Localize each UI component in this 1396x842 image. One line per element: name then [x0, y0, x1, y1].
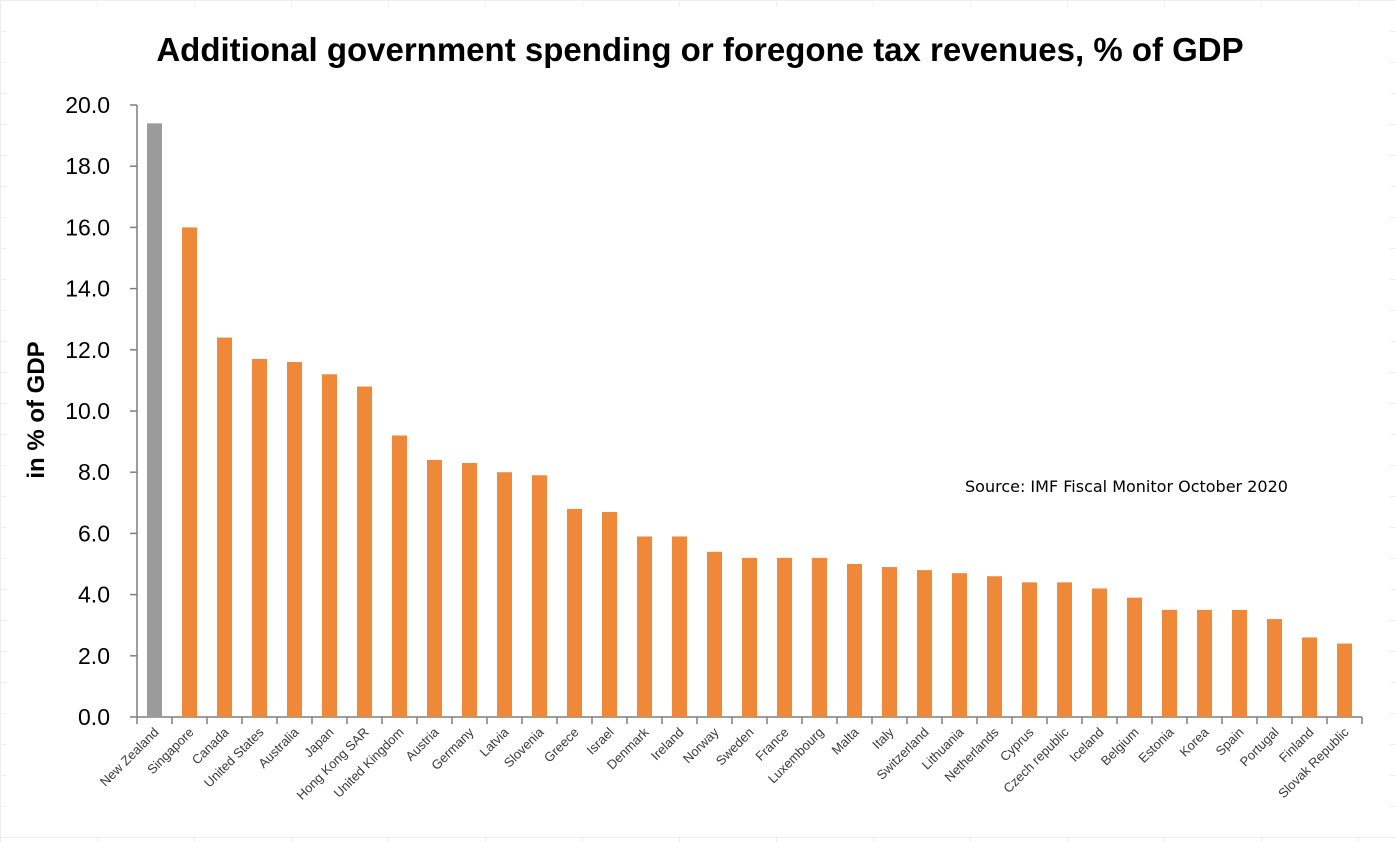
y-tick-label: 12.0	[65, 337, 110, 363]
bar	[1022, 582, 1037, 717]
bar	[182, 227, 197, 717]
bar	[707, 551, 722, 717]
y-tick-label: 10.0	[65, 398, 110, 424]
y-tick-label: 6.0	[78, 520, 110, 546]
bar	[1267, 619, 1282, 717]
x-category-label: Greece	[541, 725, 582, 766]
bar	[1302, 637, 1317, 717]
bar	[1127, 597, 1142, 717]
y-tick-label: 0.0	[78, 704, 110, 730]
x-category-label: Malta	[829, 724, 863, 758]
bar	[1197, 609, 1212, 717]
x-category-label: Estonia	[1135, 724, 1177, 766]
x-category-label: Korea	[1176, 724, 1212, 760]
x-category-label: Sweden	[713, 725, 757, 769]
source-annotation: Source: IMF Fiscal Monitor October 2020	[965, 477, 1288, 496]
bar	[147, 123, 162, 718]
bar	[637, 536, 652, 717]
bar	[952, 573, 967, 717]
bar	[812, 557, 827, 717]
x-category-label: Portugal	[1237, 724, 1282, 769]
bar	[1162, 609, 1177, 717]
bar	[1092, 588, 1107, 717]
y-tick-label: 20.0	[65, 92, 110, 118]
x-category-label: Belgium	[1098, 725, 1142, 769]
bar	[392, 435, 407, 717]
chart-title: Additional government spending or forego…	[156, 31, 1244, 68]
bar	[287, 362, 302, 717]
y-tick-label: 4.0	[78, 582, 110, 608]
bar	[1232, 609, 1247, 717]
bar	[427, 459, 442, 717]
bar	[847, 564, 862, 717]
bar	[987, 576, 1002, 717]
y-tick-label: 8.0	[78, 459, 110, 485]
bar	[567, 508, 582, 717]
y-tick-label: 16.0	[65, 214, 110, 240]
bar	[532, 475, 547, 717]
bar	[357, 386, 372, 717]
bar	[217, 337, 232, 717]
bar	[252, 358, 267, 717]
bar	[917, 570, 932, 717]
y-tick-label: 14.0	[65, 276, 110, 302]
bar	[882, 567, 897, 717]
bar	[462, 463, 477, 717]
chart-area[interactable]	[6, 6, 1390, 836]
x-category-label: Italy	[869, 724, 897, 752]
bar	[1337, 643, 1352, 717]
bar	[777, 557, 792, 717]
bar	[602, 511, 617, 717]
bar	[672, 536, 687, 717]
y-tick-label: 2.0	[78, 643, 110, 669]
x-category-label: Slovenia	[501, 724, 547, 770]
x-category-label: New Zealand	[97, 725, 162, 790]
y-tick-label: 18.0	[65, 153, 110, 179]
bar	[742, 557, 757, 717]
bar	[322, 374, 337, 717]
bar	[497, 472, 512, 717]
bar	[1057, 582, 1072, 717]
